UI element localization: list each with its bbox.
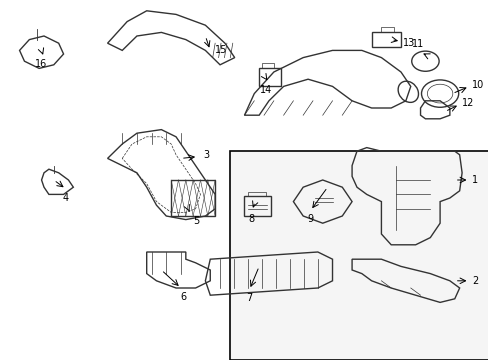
- Bar: [229, 151, 488, 360]
- Text: 13: 13: [403, 38, 415, 48]
- Bar: [371, 32, 400, 47]
- Bar: [261, 63, 273, 68]
- Text: 14: 14: [260, 85, 272, 95]
- Text: 11: 11: [411, 39, 424, 49]
- Bar: [381, 27, 393, 32]
- Text: 2: 2: [471, 276, 477, 286]
- Text: 6: 6: [180, 292, 186, 302]
- Text: 12: 12: [461, 98, 473, 108]
- Text: 3: 3: [203, 150, 209, 160]
- Text: 15: 15: [215, 45, 227, 55]
- Text: 1: 1: [471, 175, 477, 185]
- Text: 7: 7: [246, 293, 252, 303]
- Text: 9: 9: [307, 214, 313, 224]
- Text: 16: 16: [35, 59, 48, 69]
- Bar: [248, 192, 265, 196]
- Bar: [259, 68, 281, 86]
- Bar: [244, 196, 271, 216]
- Text: 8: 8: [248, 214, 254, 224]
- Text: 10: 10: [471, 80, 483, 90]
- Bar: [171, 180, 215, 216]
- Text: 4: 4: [63, 193, 69, 203]
- Text: 5: 5: [193, 216, 199, 226]
